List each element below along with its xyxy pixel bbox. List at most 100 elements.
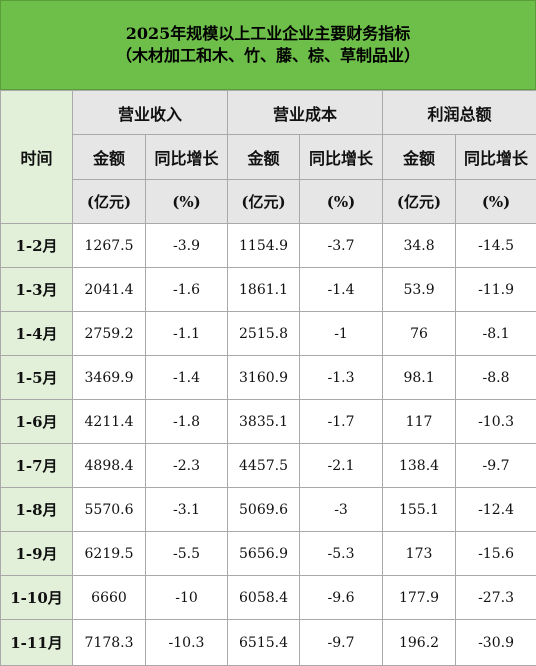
unit-header-amount: (亿元) [73,180,146,224]
cost-yoy-cell: -1.7 [300,400,383,444]
revenue-amount-cell: 6219.5 [73,532,146,576]
title-line-1: 2025年规模以上工业企业主要财务指标 [126,23,411,45]
profit-yoy-cell: -9.7 [456,444,536,488]
sub-header-yoy: 同比增长 [456,135,536,180]
cost-amount-cell: 5069.6 [228,488,300,532]
sub-header-yoy: 同比增长 [300,135,383,180]
month-cell: 1-9月 [1,532,73,576]
revenue-amount-cell: 2041.4 [73,268,146,312]
cost-yoy-cell: -5.3 [300,532,383,576]
month-cell: 1-3月 [1,268,73,312]
cost-yoy-cell: -3.7 [300,224,383,268]
unit-header-percent: (%) [456,180,536,224]
group-header-cost: 营业成本 [228,91,383,135]
month-cell: 1-7月 [1,444,73,488]
cost-amount-cell: 5656.9 [228,532,300,576]
cost-amount-cell: 3835.1 [228,400,300,444]
month-cell: 1-10月 [1,576,73,620]
sub-header-yoy: 同比增长 [146,135,228,180]
month-cell: 1-4月 [1,312,73,356]
revenue-yoy-cell: -1.4 [146,356,228,400]
profit-yoy-cell: -8.1 [456,312,536,356]
month-cell: 1-5月 [1,356,73,400]
month-cell: 1-11月 [1,620,73,666]
revenue-yoy-cell: -1.6 [146,268,228,312]
profit-amount-cell: 53.9 [383,268,456,312]
revenue-yoy-cell: -3.9 [146,224,228,268]
profit-yoy-cell: -14.5 [456,224,536,268]
profit-yoy-cell: -27.3 [456,576,536,620]
profit-yoy-cell: -8.8 [456,356,536,400]
revenue-amount-cell: 6660 [73,576,146,620]
revenue-yoy-cell: -2.3 [146,444,228,488]
unit-header-percent: (%) [146,180,228,224]
month-cell: 1-8月 [1,488,73,532]
cost-amount-cell: 6058.4 [228,576,300,620]
table-title: 2025年规模以上工业企业主要财务指标 （木材加工和木、竹、藤、棕、草制品业） [0,0,536,90]
profit-yoy-cell: -12.4 [456,488,536,532]
profit-amount-cell: 76 [383,312,456,356]
group-header-revenue: 营业收入 [73,91,228,135]
sub-header-amount: 金额 [383,135,456,180]
profit-amount-cell: 34.8 [383,224,456,268]
cost-yoy-cell: -9.7 [300,620,383,666]
month-cell: 1-2月 [1,224,73,268]
revenue-amount-cell: 2759.2 [73,312,146,356]
revenue-amount-cell: 3469.9 [73,356,146,400]
profit-yoy-cell: -30.9 [456,620,536,666]
revenue-yoy-cell: -3.1 [146,488,228,532]
revenue-yoy-cell: -1.1 [146,312,228,356]
data-table: 时间 营业收入 营业成本 利润总额 金额 同比增长 金额 同比增长 金额 同比增… [0,90,536,666]
revenue-yoy-cell: -1.8 [146,400,228,444]
cost-amount-cell: 3160.9 [228,356,300,400]
profit-amount-cell: 138.4 [383,444,456,488]
cost-yoy-cell: -1.3 [300,356,383,400]
revenue-amount-cell: 7178.3 [73,620,146,666]
profit-amount-cell: 173 [383,532,456,576]
profit-amount-cell: 177.9 [383,576,456,620]
revenue-amount-cell: 4898.4 [73,444,146,488]
group-header-profit: 利润总额 [383,91,536,135]
cost-amount-cell: 1861.1 [228,268,300,312]
unit-header-amount: (亿元) [383,180,456,224]
profit-amount-cell: 117 [383,400,456,444]
cost-amount-cell: 6515.4 [228,620,300,666]
cost-amount-cell: 1154.9 [228,224,300,268]
profit-yoy-cell: -10.3 [456,400,536,444]
sub-header-amount: 金额 [228,135,300,180]
profit-amount-cell: 155.1 [383,488,456,532]
time-header: 时间 [1,91,73,224]
revenue-yoy-cell: -5.5 [146,532,228,576]
cost-yoy-cell: -1 [300,312,383,356]
title-line-2: （木材加工和木、竹、藤、棕、草制品业） [116,45,420,67]
cost-amount-cell: 2515.8 [228,312,300,356]
unit-header-percent: (%) [300,180,383,224]
cost-yoy-cell: -1.4 [300,268,383,312]
profit-yoy-cell: -11.9 [456,268,536,312]
month-cell: 1-6月 [1,400,73,444]
sub-header-amount: 金额 [73,135,146,180]
profit-amount-cell: 98.1 [383,356,456,400]
header-row-sub: 金额 同比增长 金额 同比增长 金额 同比增长 [1,135,536,180]
revenue-yoy-cell: -10.3 [146,620,228,666]
cost-yoy-cell: -3 [300,488,383,532]
header-row-units: (亿元) (%) (亿元) (%) (亿元) (%) [1,180,536,224]
revenue-amount-cell: 5570.6 [73,488,146,532]
revenue-yoy-cell: -10 [146,576,228,620]
header-row-groups: 时间 营业收入 营业成本 利润总额 [1,91,536,135]
revenue-amount-cell: 1267.5 [73,224,146,268]
revenue-amount-cell: 4211.4 [73,400,146,444]
cost-amount-cell: 4457.5 [228,444,300,488]
